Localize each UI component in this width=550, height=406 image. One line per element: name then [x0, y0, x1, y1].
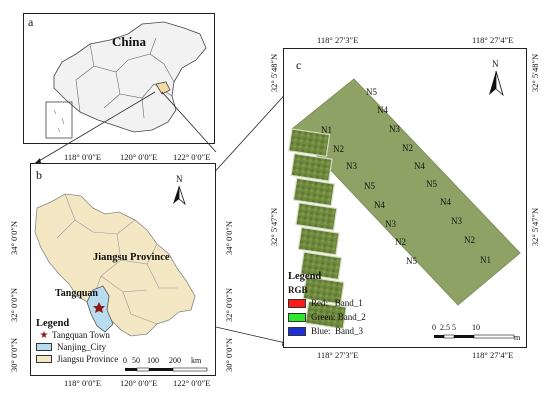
- plot-label-left-6: N3: [385, 219, 396, 229]
- panel-c-left-coord-2: 32° 5′48″N: [269, 53, 279, 93]
- panel-c-scale-unit: m: [514, 333, 521, 342]
- blue-swatch: [288, 326, 306, 336]
- plot-label-right-3: N2: [402, 143, 413, 153]
- plot-label-right-6: N4: [440, 197, 451, 207]
- panel-c-legend-title: Legend: [288, 271, 322, 282]
- panel-c-bottom-coord-1: 118° 27′3″E: [317, 350, 359, 360]
- panel-c-right-coord-2: 32° 5′48″N: [530, 53, 540, 93]
- panel-b-scale-tick-2: 100: [147, 356, 159, 365]
- panel-c-north-arrow: [489, 70, 504, 97]
- panel-c-scale-tick-1: 2.5: [440, 323, 450, 332]
- panel-b-top-coord-2: 120° 0′0″E: [120, 152, 158, 162]
- panel-b-north-arrow: [173, 185, 186, 206]
- aerial-field-plots: [288, 78, 521, 330]
- tangquan-label: Tangquan: [55, 288, 98, 299]
- legend-label-tangquan-town: Tangquan Town: [52, 330, 110, 340]
- red-swatch: [288, 298, 306, 308]
- panel-c-scale-tick-3: 10: [472, 323, 480, 332]
- panel-c-legend-subtitle: RGB: [288, 285, 308, 295]
- plot-label-right-top: N5: [366, 87, 377, 97]
- panel-b-left-coord-1: 30° 0′0″N: [9, 337, 19, 373]
- plot-label-right-2: N3: [389, 124, 400, 134]
- panel-b-legend: Legend ★ Tangquan Town Nanjing_City Jian…: [36, 318, 118, 365]
- left-plot-column: [288, 128, 347, 330]
- jiangsu-swatch: [36, 355, 52, 363]
- plot-label-right-1: N4: [377, 105, 388, 115]
- panel-b-bottom-coord-1: 118° 0′0″E: [64, 378, 102, 388]
- panel-b-scale-bar: [125, 367, 208, 372]
- plot-label-left-2: N2: [333, 144, 344, 154]
- plot-label-right-8: N2: [464, 235, 475, 245]
- panel-b-right-coord-1: 30° 0′0″N: [224, 337, 234, 373]
- panel-c-bottom-coord-2: 118° 27′4″E: [472, 350, 514, 360]
- legend-label-nanjing-city: Nanjing_City: [57, 342, 106, 352]
- plot-label-left-1: N1: [321, 125, 332, 135]
- panel-b-bottom-coord-2: 120° 0′0″E: [120, 378, 158, 388]
- plot-label-right-9: N1: [480, 255, 491, 265]
- legend-label-blue-band: Blue: Band_3: [311, 326, 363, 336]
- panel-c-top-coord-2: 118° 27′4″E: [472, 35, 514, 45]
- legend-label-red-band: Red: Band_1: [311, 298, 363, 308]
- plot-label-left-8: N5: [406, 256, 417, 266]
- panel-b-north-label: N: [176, 174, 183, 184]
- panel-b-scale-tick-3: 200: [169, 356, 181, 365]
- panel-b-scale-unit: km: [191, 356, 202, 365]
- panel-a-china-map: a China: [23, 13, 215, 144]
- panel-b-left-coord-3: 34° 0′0″N: [9, 220, 19, 256]
- panel-b-left-coord-2: 32° 0′0″N: [9, 287, 19, 323]
- panel-c-aerial-field-map: c N1 N2 N3 N5 N4: [283, 48, 527, 348]
- panel-c-top-coord-1: 118° 27′3″E: [317, 35, 359, 45]
- legend-label-jiangsu-province: Jiangsu Province: [57, 354, 119, 364]
- china-label: China: [112, 34, 146, 49]
- panel-b-right-coord-3: 34° 0′0″N: [224, 220, 234, 256]
- panel-b-top-coord-3: 122° 0′0″E: [173, 152, 211, 162]
- green-swatch: [288, 312, 306, 322]
- legend-item-red-band: Red: Band_1: [288, 297, 366, 309]
- nanjing-swatch: [36, 343, 52, 351]
- legend-label-green-band: Green: Band_2: [311, 312, 366, 322]
- south-sea-inset: [45, 101, 73, 139]
- legend-item-green-band: Green: Band_2: [288, 311, 366, 323]
- panel-a-letter: a: [28, 15, 34, 29]
- jiangsu-province-map: [34, 185, 208, 372]
- plot-label-left-5: N4: [374, 200, 385, 210]
- tangquan-town-star: [93, 302, 105, 313]
- panel-c-north-label: N: [492, 59, 499, 69]
- panel-b-legend-title: Legend: [36, 318, 70, 329]
- panel-c-scale-tick-0: 0: [432, 323, 436, 332]
- star-icon: ★: [39, 329, 49, 341]
- panel-c-right-coord-1: 32° 5′47″N: [530, 207, 540, 247]
- plot-label-left-3: N3: [346, 161, 357, 171]
- plot-label-right-5: N5: [426, 179, 437, 189]
- legend-item-blue-band: Blue: Band_3: [288, 325, 366, 337]
- panel-b-jiangsu-map: b N Jiangsu Province Tangquan Legend ★ T…: [30, 163, 216, 376]
- legend-item-jiangsu-province: Jiangsu Province: [36, 353, 118, 365]
- panel-c-scale-tick-2: 5: [452, 323, 456, 332]
- plot-label-right-4: N4: [414, 161, 425, 171]
- plot-label-left-4: N5: [364, 181, 375, 191]
- jiangsu-province-label: Jiangsu Province: [93, 252, 170, 263]
- legend-item-tangquan-town: ★ Tangquan Town: [36, 329, 118, 341]
- panel-b-scale-tick-0: 0: [123, 356, 127, 365]
- panel-b-right-coord-2: 32° 0′0″N: [224, 287, 234, 323]
- panel-c-legend: Legend RGB Red: Band_1 Green: Band_2 Blu…: [288, 271, 366, 337]
- plot-label-left-7: N2: [395, 237, 406, 247]
- panel-c-letter: c: [296, 58, 302, 72]
- panel-c-scale-bar: [434, 334, 515, 339]
- panel-b-top-coord-1: 118° 0′0″E: [64, 152, 102, 162]
- panel-b-scale-tick-1: 50: [132, 356, 140, 365]
- plot-label-right-7: N3: [451, 216, 462, 226]
- panel-b-bottom-coord-3: 122° 0′0″E: [173, 378, 211, 388]
- legend-item-nanjing-city: Nanjing_City: [36, 341, 118, 353]
- panel-b-letter: b: [36, 168, 42, 182]
- panel-c-left-coord-1: 32° 5′47″N: [269, 207, 279, 247]
